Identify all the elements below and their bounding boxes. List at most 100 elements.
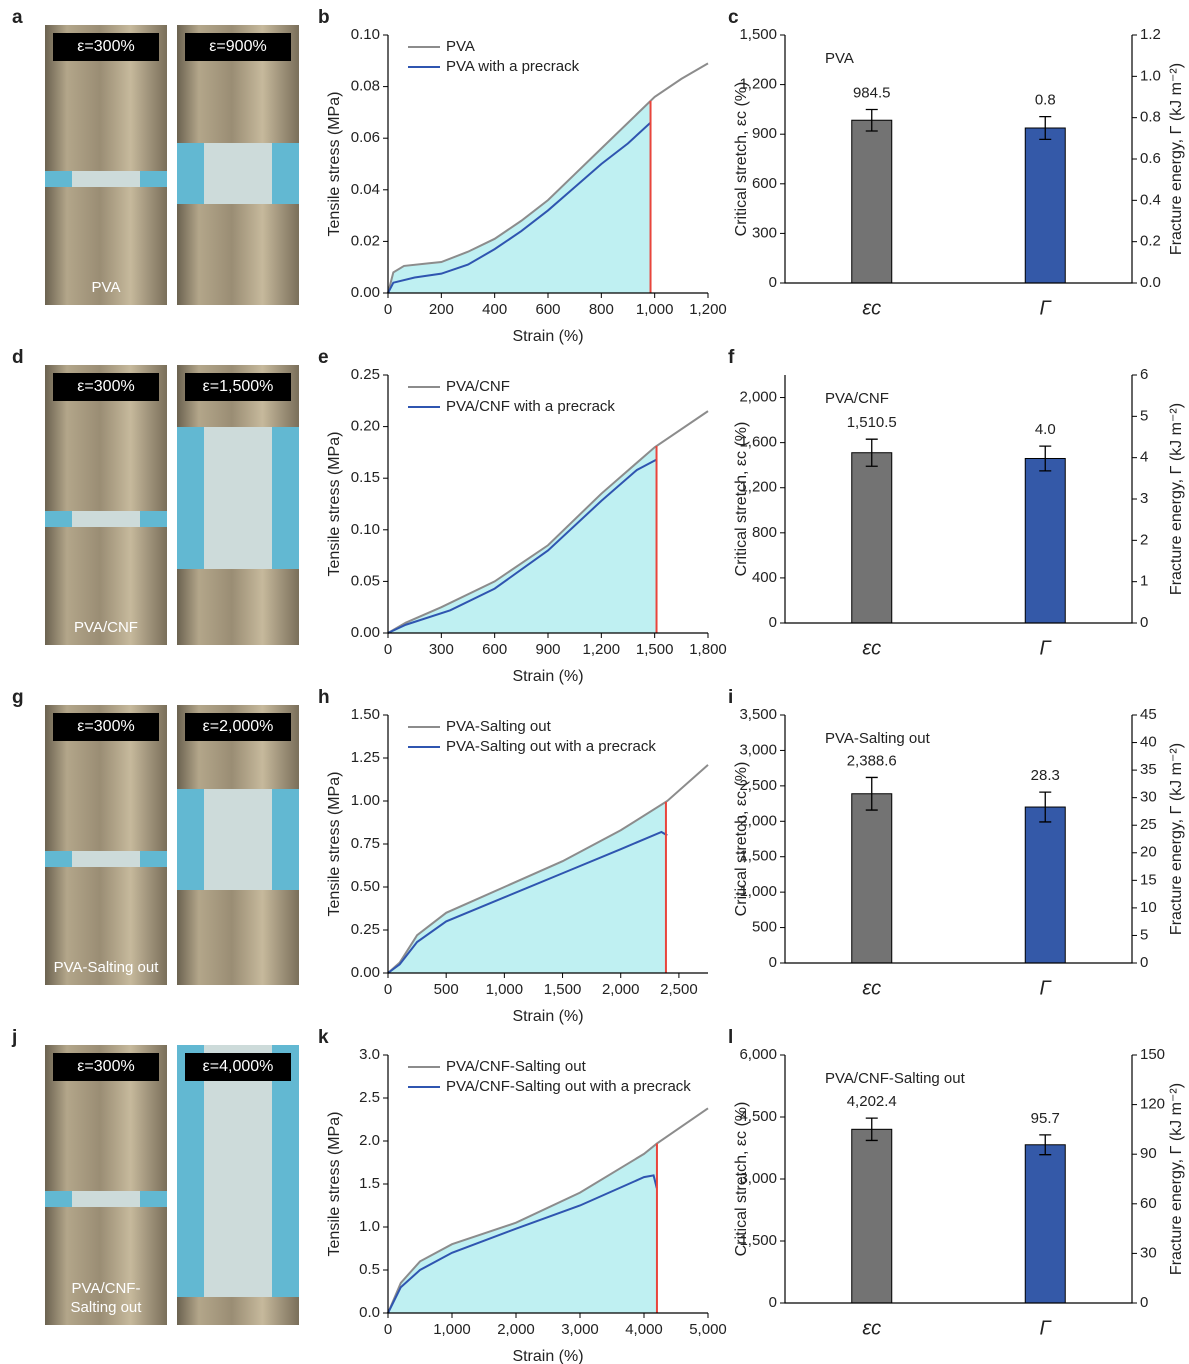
photo: ε=300% PVA/CNF-Salting out bbox=[45, 1045, 167, 1325]
x-tick-label: εc bbox=[862, 297, 881, 319]
y2-tick-label: 40 bbox=[1140, 734, 1157, 751]
material-label: PVA bbox=[91, 279, 121, 296]
line-series bbox=[387, 830, 668, 974]
y2-tick-label: 3 bbox=[1140, 490, 1148, 507]
value-label: 2,388.6 bbox=[847, 752, 897, 769]
x-tick-label: 800 bbox=[589, 301, 614, 318]
clamp bbox=[45, 867, 167, 985]
y-tick-label: 0.25 bbox=[351, 921, 380, 938]
y2-tick-label: 30 bbox=[1140, 789, 1157, 806]
legend-label: PVA/CNF-Salting out with a precrack bbox=[446, 1078, 691, 1095]
legend-label: PVA with a precrack bbox=[446, 58, 580, 75]
error-bar bbox=[1039, 791, 1052, 823]
x-tick-label: 1,000 bbox=[486, 981, 524, 998]
specimen bbox=[71, 170, 141, 188]
x-axis-title: Strain (%) bbox=[512, 668, 583, 685]
x-tick-label: 400 bbox=[482, 301, 507, 318]
photo: ε=300% PVA/CNF bbox=[45, 365, 167, 645]
clamp bbox=[45, 1207, 167, 1325]
error-bar bbox=[1039, 1134, 1052, 1156]
specimen bbox=[203, 426, 273, 570]
strain-label: ε=4,000% bbox=[185, 1053, 291, 1081]
y-tick-label: 0.20 bbox=[351, 418, 380, 435]
value-label: 28.3 bbox=[1031, 767, 1060, 784]
annotation: PVA/CNF-Salting out bbox=[825, 1070, 966, 1087]
fracture-area bbox=[388, 445, 657, 633]
axes bbox=[784, 375, 1133, 624]
y2-tick-label: 30 bbox=[1140, 1244, 1157, 1261]
value-label: 4.0 bbox=[1035, 421, 1056, 438]
strain-label: ε=2,000% bbox=[185, 713, 291, 741]
clamp bbox=[45, 187, 167, 305]
error-bar bbox=[1039, 445, 1052, 472]
x-tick-label: 1,200 bbox=[689, 301, 727, 318]
y2-tick-label: 6 bbox=[1140, 366, 1148, 383]
photo: ε=1,500% bbox=[177, 365, 299, 645]
x-tick-label: 600 bbox=[535, 301, 560, 318]
value-label: 4,202.4 bbox=[847, 1093, 897, 1110]
value-label: 95.7 bbox=[1031, 1110, 1060, 1127]
y-tick-label: 4,500 bbox=[739, 1108, 777, 1125]
y2-tick-label: 1.0 bbox=[1140, 67, 1161, 84]
bar bbox=[1024, 1144, 1066, 1304]
annotation: PVA/CNF bbox=[825, 390, 889, 407]
y-axis-title: Critical stretch, εc (%) bbox=[733, 82, 750, 237]
clamp bbox=[177, 569, 299, 645]
specimen bbox=[71, 850, 141, 868]
x-tick-label: εc bbox=[862, 637, 881, 659]
panel-label: e bbox=[318, 347, 329, 368]
bar bbox=[851, 452, 893, 624]
value-label: 1,510.5 bbox=[847, 414, 897, 431]
y-axis-title: Critical stretch, εc (%) bbox=[733, 1102, 750, 1257]
error-bar bbox=[865, 1117, 878, 1142]
specimen bbox=[203, 1045, 273, 1297]
y-tick-label: 900 bbox=[752, 125, 777, 142]
panel-label: l bbox=[728, 1027, 733, 1048]
y-tick-label: 3.0 bbox=[359, 1046, 380, 1063]
axes bbox=[784, 35, 1133, 284]
y2-tick-label: 0 bbox=[1140, 954, 1148, 971]
specimen bbox=[203, 142, 273, 205]
y2-axis-title: Fracture energy, Γ (kJ m⁻²) bbox=[1168, 1083, 1185, 1275]
y-tick-label: 1.5 bbox=[359, 1175, 380, 1192]
y-tick-label: 0.05 bbox=[351, 572, 380, 589]
y2-tick-label: 90 bbox=[1140, 1145, 1157, 1162]
clamp bbox=[177, 204, 299, 305]
x-axis-title: Strain (%) bbox=[512, 1008, 583, 1025]
y-tick-label: 600 bbox=[752, 175, 777, 192]
x-tick-label: εc bbox=[862, 977, 881, 999]
y2-tick-label: 0 bbox=[1140, 614, 1148, 631]
specimen bbox=[203, 789, 273, 890]
line-series bbox=[387, 1174, 658, 1314]
x-axis-title: Strain (%) bbox=[512, 328, 583, 345]
y-tick-label: 2,000 bbox=[739, 389, 777, 406]
y-tick-label: 1,200 bbox=[739, 479, 777, 496]
y-tick-label: 1,500 bbox=[739, 1232, 777, 1249]
specimen bbox=[71, 1190, 141, 1208]
y-axis-title: Tensile stress (MPa) bbox=[326, 432, 343, 577]
panel-label: d bbox=[12, 347, 24, 368]
y-tick-label: 0.08 bbox=[351, 78, 380, 95]
x-tick-label: 200 bbox=[429, 301, 454, 318]
panel-label: i bbox=[728, 687, 733, 708]
line-series bbox=[387, 458, 657, 634]
y-tick-label: 0.10 bbox=[351, 26, 380, 43]
y-tick-label: 300 bbox=[752, 224, 777, 241]
x-tick-label: 1,500 bbox=[544, 981, 582, 998]
y2-tick-label: 0.6 bbox=[1140, 150, 1161, 167]
y-tick-label: 0.02 bbox=[351, 232, 380, 249]
panel-label: h bbox=[318, 687, 330, 708]
bar bbox=[1024, 806, 1066, 964]
y-tick-label: 0.00 bbox=[351, 964, 380, 981]
panel-label: j bbox=[11, 1027, 17, 1048]
error-bar bbox=[1039, 115, 1052, 141]
x-tick-label: 500 bbox=[434, 981, 459, 998]
y2-tick-label: 25 bbox=[1140, 816, 1157, 833]
strain-label: ε=300% bbox=[53, 713, 159, 741]
error-bar bbox=[865, 776, 878, 811]
y2-tick-label: 120 bbox=[1140, 1096, 1165, 1113]
x-tick-label: 0 bbox=[384, 981, 392, 998]
y-tick-label: 1,000 bbox=[739, 883, 777, 900]
x-tick-label: 0 bbox=[384, 641, 392, 658]
